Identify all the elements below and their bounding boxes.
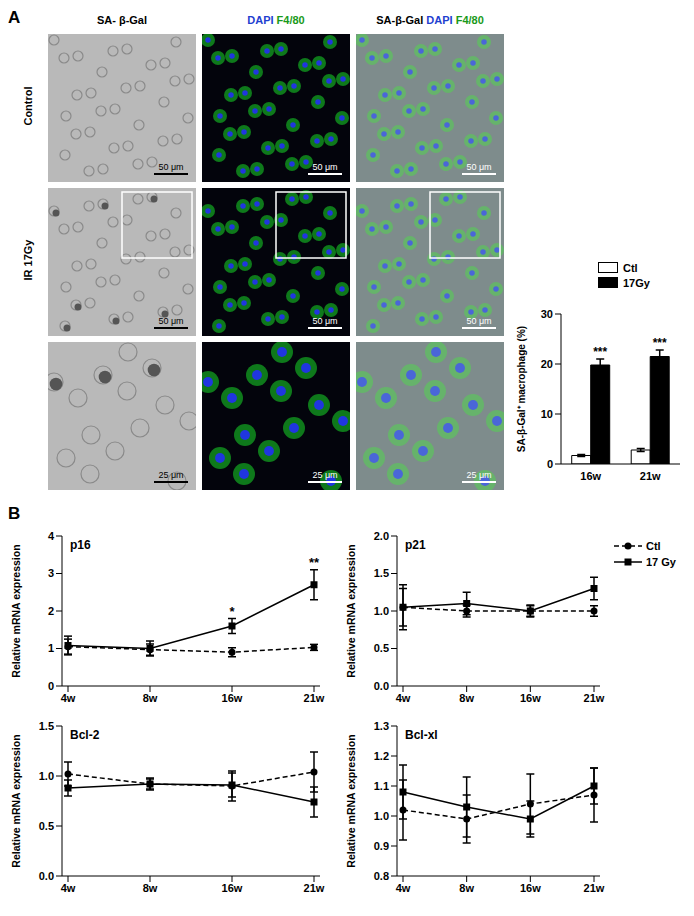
html-text:B: B	[8, 504, 21, 523]
svg-text:25 μm: 25 μm	[466, 470, 491, 480]
svg-text:50 μm: 50 μm	[312, 162, 337, 172]
svg-text:1.3: 1.3	[374, 720, 389, 732]
svg-text:1.1: 1.1	[374, 780, 389, 792]
svg-text:*: *	[229, 604, 235, 619]
svg-text:50 μm: 50 μm	[466, 162, 491, 172]
svg-text:21w: 21w	[304, 882, 325, 894]
html-text:IR 17Gy: IR 17Gy	[22, 239, 34, 281]
svg-text:0.0: 0.0	[39, 870, 54, 882]
html-text:Bcl-xl: Bcl-xl	[405, 728, 438, 742]
html-text:Bcl-2: Bcl-2	[70, 728, 100, 742]
svg-text:2: 2	[48, 605, 54, 617]
svg-text:Relative mRNA expression: Relative mRNA expression	[345, 734, 357, 867]
svg-text:50 μm: 50 μm	[158, 162, 183, 172]
svg-text:30: 30	[541, 308, 553, 320]
svg-text:1.2: 1.2	[374, 750, 389, 762]
svg-text:3: 3	[48, 567, 54, 579]
svg-text:1: 1	[48, 642, 54, 654]
svg-text:0.5: 0.5	[39, 820, 54, 832]
svg-text:Relative mRNA expression: Relative mRNA expression	[345, 544, 357, 677]
svg-text:***: ***	[593, 345, 607, 359]
svg-text:16w: 16w	[580, 470, 601, 482]
svg-text:25 μm: 25 μm	[312, 470, 337, 480]
html-text:DAPI F4/80: DAPI F4/80	[247, 14, 305, 26]
svg-text:1.5: 1.5	[374, 567, 389, 579]
svg-text:21w: 21w	[304, 692, 325, 704]
svg-text:4: 4	[48, 530, 55, 542]
html-text:Ctl: Ctl	[623, 261, 638, 274]
svg-text:1.0: 1.0	[374, 605, 389, 617]
html-text:17Gy: 17Gy	[623, 276, 650, 289]
svg-text:10: 10	[541, 408, 553, 420]
svg-text:Relative mRNA expression: Relative mRNA expression	[10, 544, 22, 677]
svg-text:0.0: 0.0	[374, 680, 389, 692]
svg-text:1.0: 1.0	[39, 770, 54, 782]
svg-text:**: **	[309, 555, 320, 570]
svg-text:21w: 21w	[640, 470, 661, 482]
svg-text:8w: 8w	[459, 692, 474, 704]
svg-text:50 μm: 50 μm	[312, 316, 337, 326]
svg-text:25 μm: 25 μm	[158, 470, 183, 480]
svg-text:Relative mRNA expression: Relative mRNA expression	[10, 734, 22, 867]
svg-text:1.0: 1.0	[374, 810, 389, 822]
svg-text:50 μm: 50 μm	[466, 316, 491, 326]
html-text:Control: Control	[22, 86, 34, 126]
svg-text:4w: 4w	[61, 692, 76, 704]
svg-text:16w: 16w	[222, 882, 243, 894]
svg-text:4w: 4w	[61, 882, 76, 894]
html-text:p21: p21	[405, 538, 426, 552]
html-text:A: A	[8, 8, 21, 27]
svg-text:21w: 21w	[584, 882, 605, 894]
svg-text:SA-β-Gal⁺ macrophage (%): SA-β-Gal⁺ macrophage (%)	[516, 326, 527, 452]
svg-text:0.9: 0.9	[374, 840, 389, 852]
svg-text:21w: 21w	[584, 692, 605, 704]
svg-text:0: 0	[547, 458, 553, 470]
html-text:Ctl: Ctl	[646, 540, 661, 552]
html-text:p16: p16	[70, 538, 91, 552]
html-text:17 Gy: 17 Gy	[646, 556, 676, 568]
svg-text:16w: 16w	[520, 882, 541, 894]
svg-text:0: 0	[48, 680, 54, 692]
svg-text:0.8: 0.8	[374, 870, 389, 882]
svg-text:8w: 8w	[459, 882, 474, 894]
svg-text:2.0: 2.0	[374, 530, 389, 542]
svg-text:0.5: 0.5	[374, 642, 389, 654]
svg-text:8w: 8w	[143, 692, 158, 704]
svg-text:4w: 4w	[396, 692, 411, 704]
html-text:SA-β-Gal DAPI F4/80: SA-β-Gal DAPI F4/80	[376, 14, 484, 26]
svg-text:20: 20	[541, 358, 553, 370]
svg-text:16w: 16w	[222, 692, 243, 704]
svg-text:***: ***	[653, 336, 667, 350]
svg-text:1.5: 1.5	[39, 720, 54, 732]
svg-text:50 μm: 50 μm	[158, 316, 183, 326]
svg-text:16w: 16w	[520, 692, 541, 704]
svg-text:8w: 8w	[143, 882, 158, 894]
html-text:SA- β-Gal: SA- β-Gal	[96, 14, 147, 26]
svg-text:4w: 4w	[396, 882, 411, 894]
